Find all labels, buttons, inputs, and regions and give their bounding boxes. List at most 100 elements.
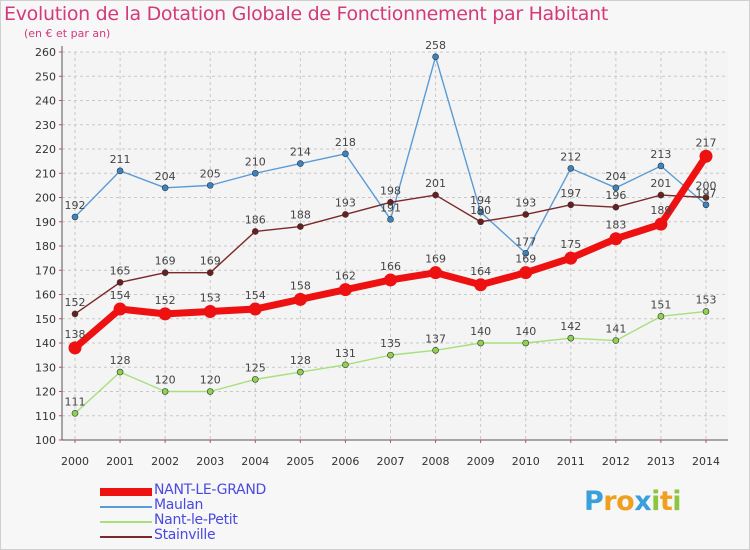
data-point bbox=[567, 201, 575, 209]
chart-subtitle: (en € et par an) bbox=[24, 27, 111, 40]
data-point bbox=[161, 184, 169, 192]
data-label: 169 bbox=[425, 253, 446, 266]
data-point bbox=[387, 216, 394, 223]
data-point bbox=[71, 410, 79, 417]
logo-letter: t bbox=[659, 486, 673, 517]
y-tick-label: 120 bbox=[35, 386, 56, 399]
data-label: 135 bbox=[380, 337, 401, 350]
y-tick-label: 190 bbox=[35, 216, 56, 229]
y-tick-label: 180 bbox=[35, 240, 56, 253]
data-point bbox=[522, 339, 530, 347]
data-label: 169 bbox=[200, 255, 221, 268]
data-label: 213 bbox=[650, 148, 671, 161]
data-label: 190 bbox=[470, 204, 491, 217]
data-label: 183 bbox=[605, 219, 626, 232]
data-point bbox=[71, 310, 79, 318]
data-point bbox=[68, 341, 82, 355]
grid bbox=[62, 51, 728, 441]
data-label: 218 bbox=[335, 136, 356, 149]
data-label: 140 bbox=[515, 325, 536, 338]
axes bbox=[59, 46, 728, 443]
data-label: 189 bbox=[650, 204, 671, 217]
data-point bbox=[206, 269, 214, 276]
data-label: 193 bbox=[335, 196, 356, 209]
x-tick-label: 2006 bbox=[331, 455, 359, 468]
legend-swatch bbox=[100, 536, 152, 538]
y-tick-label: 210 bbox=[35, 167, 56, 180]
logo-letter: x bbox=[634, 486, 652, 517]
data-label: 151 bbox=[650, 298, 671, 311]
data-point bbox=[248, 302, 262, 316]
data-label: 196 bbox=[605, 189, 626, 202]
x-tick-label: 2004 bbox=[241, 455, 269, 468]
data-label: 137 bbox=[425, 332, 446, 345]
logo-letter: r bbox=[603, 486, 617, 517]
data-label: 201 bbox=[425, 177, 446, 190]
data-label: 140 bbox=[470, 325, 491, 338]
x-tick-label: 2012 bbox=[602, 455, 630, 468]
data-point bbox=[297, 368, 304, 376]
x-tick-label: 2013 bbox=[647, 455, 675, 468]
y-tick-label: 110 bbox=[35, 410, 56, 423]
data-point bbox=[387, 199, 394, 206]
x-tick-label: 2011 bbox=[557, 455, 585, 468]
data-label: 200 bbox=[696, 180, 717, 193]
y-tick-label: 140 bbox=[35, 337, 56, 350]
data-point bbox=[297, 160, 304, 167]
data-point bbox=[522, 249, 530, 257]
series-layer bbox=[68, 53, 713, 417]
y-tick-label: 100 bbox=[35, 434, 56, 447]
data-label: 128 bbox=[110, 354, 131, 367]
data-point bbox=[71, 213, 79, 221]
y-axis-ticks: 100 110 120 130 140 150 160 170 180 190 200 210 220 2… bbox=[35, 46, 56, 447]
data-point bbox=[657, 162, 665, 170]
data-label: 201 bbox=[650, 177, 671, 190]
data-label: 188 bbox=[290, 209, 311, 222]
data-point bbox=[293, 292, 307, 306]
chart-title: Evolution de la Dotation Globale de Fonc… bbox=[4, 3, 609, 25]
y-tick-label: 250 bbox=[35, 70, 56, 83]
data-point bbox=[338, 283, 352, 297]
data-label: 141 bbox=[605, 323, 626, 336]
data-point bbox=[161, 269, 169, 276]
y-tick-label: 200 bbox=[35, 192, 56, 205]
x-tick-label: 2010 bbox=[512, 455, 540, 468]
data-label: 211 bbox=[110, 153, 131, 166]
logo-letter: P bbox=[584, 486, 604, 517]
data-label: 152 bbox=[65, 296, 86, 309]
data-point bbox=[251, 376, 259, 383]
data-point bbox=[113, 302, 127, 316]
data-point bbox=[251, 228, 259, 235]
data-label: 204 bbox=[155, 170, 176, 183]
data-label: 166 bbox=[380, 260, 401, 273]
data-point bbox=[567, 334, 575, 342]
data-point bbox=[116, 279, 124, 286]
data-label: 258 bbox=[425, 39, 446, 52]
legend-swatch bbox=[100, 521, 152, 523]
data-label: 153 bbox=[200, 291, 221, 304]
series-nant-le-petit bbox=[71, 308, 710, 417]
data-label: 177 bbox=[515, 235, 536, 248]
y-tick-label: 220 bbox=[35, 143, 56, 156]
data-point bbox=[654, 217, 668, 231]
data-label: 162 bbox=[335, 270, 356, 283]
data-point bbox=[612, 337, 620, 344]
data-label: 192 bbox=[65, 199, 86, 212]
data-label: 165 bbox=[110, 264, 131, 277]
data-label: 142 bbox=[560, 320, 581, 333]
data-point bbox=[699, 149, 713, 163]
data-point bbox=[158, 307, 172, 321]
data-label: 193 bbox=[515, 196, 536, 209]
legend-swatch bbox=[100, 488, 152, 496]
data-point bbox=[432, 53, 439, 61]
series-nant-le-grand bbox=[68, 149, 713, 355]
data-point bbox=[384, 273, 397, 287]
data-label: 128 bbox=[290, 354, 311, 367]
data-point bbox=[477, 218, 484, 226]
data-label: 158 bbox=[290, 279, 311, 292]
legend-label: Nant-le-Petit bbox=[154, 512, 238, 528]
data-point bbox=[387, 351, 394, 359]
y-tick-label: 260 bbox=[35, 46, 56, 59]
data-label: 175 bbox=[560, 238, 581, 251]
data-point bbox=[342, 361, 349, 369]
